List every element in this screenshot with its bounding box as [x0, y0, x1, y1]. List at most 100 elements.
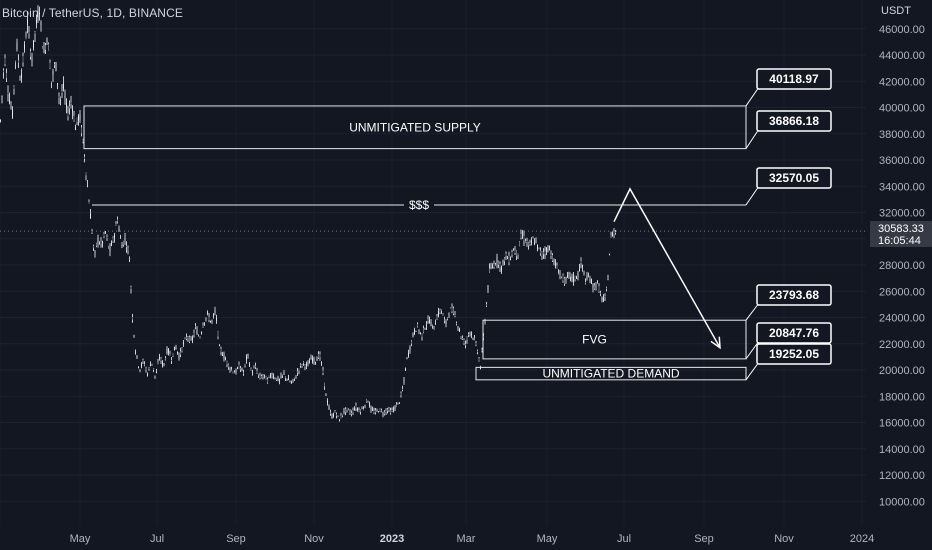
time-axis[interactable]: MarMayJulSepNov2023MarMayJulSepNov2024 — [0, 533, 874, 545]
y-tick-label: 44000.00 — [879, 50, 925, 62]
candle-body — [45, 45, 46, 50]
candle-body — [381, 410, 382, 412]
callout-box — [756, 343, 832, 365]
candle-body — [384, 411, 385, 415]
candle-body — [478, 358, 480, 361]
candle-body — [441, 309, 442, 311]
candle-body — [487, 285, 489, 291]
candle-body — [225, 359, 226, 361]
candle-body — [232, 371, 234, 373]
candle-body — [288, 378, 289, 381]
candle-body — [408, 353, 409, 356]
candle-body — [58, 96, 60, 98]
callout-pointer — [745, 361, 760, 381]
candle-body — [379, 408, 381, 412]
candle-body — [367, 401, 369, 403]
price-axis[interactable]: USDT 10000.00 12000.00 14000.00 16000.00 180… — [879, 5, 925, 508]
candle-body — [181, 347, 183, 352]
candle-body — [588, 276, 589, 278]
candle-body — [451, 307, 453, 312]
candle-body — [138, 366, 139, 368]
candle-body — [295, 377, 297, 379]
candle-body — [274, 378, 276, 380]
candle-body — [324, 382, 325, 387]
candle-body — [258, 374, 259, 376]
candle-body — [525, 240, 526, 243]
candle-body — [106, 237, 108, 239]
candle-body — [216, 318, 217, 321]
candle-body — [342, 414, 343, 416]
candle-body — [310, 357, 312, 360]
candle-body — [285, 376, 286, 378]
candle-body — [454, 314, 456, 316]
candle-body — [135, 351, 136, 353]
candle-body — [418, 330, 420, 332]
candle-body — [90, 214, 91, 219]
candle-body — [457, 326, 459, 328]
candle-body — [508, 255, 510, 263]
candle-body — [586, 276, 588, 279]
candle-body — [334, 411, 336, 413]
candle-body — [66, 102, 67, 108]
candle-body — [241, 368, 243, 371]
candle-body — [486, 304, 487, 306]
callout-box — [756, 284, 832, 306]
candle-body — [126, 246, 127, 248]
candle-body — [475, 342, 477, 345]
candle-body — [405, 368, 406, 371]
candle-body — [112, 237, 114, 242]
candle-body — [547, 248, 549, 253]
callout-box — [756, 167, 832, 189]
candle-body — [357, 408, 358, 410]
candle-body — [391, 410, 393, 412]
candle-body — [369, 403, 370, 407]
candle-body — [598, 286, 600, 292]
liquidity-label: $$$ — [409, 198, 429, 212]
candle-body — [177, 351, 178, 353]
x-tick-label: Nov — [304, 533, 324, 545]
candle-body — [430, 322, 432, 326]
candle-body — [372, 409, 373, 411]
candle-body — [291, 382, 292, 384]
projection-arrowhead — [710, 336, 721, 350]
candle-body — [562, 275, 564, 281]
candle-body — [82, 139, 84, 143]
candle-body — [556, 265, 558, 269]
candle-body — [613, 231, 615, 235]
candle-body — [573, 276, 574, 282]
candle-body — [504, 257, 505, 262]
candle-body — [513, 249, 514, 251]
candle-body — [219, 345, 220, 347]
candle-body — [297, 371, 298, 373]
candle-body — [550, 254, 552, 256]
candle-body — [76, 118, 78, 123]
candle-body — [289, 381, 291, 383]
candle-body — [397, 402, 399, 404]
y-tick-label: 28000.00 — [879, 260, 925, 272]
candle-body — [414, 329, 415, 334]
candle-body — [576, 276, 577, 279]
candle-body — [499, 264, 501, 268]
x-tick-label: Sep — [694, 533, 714, 545]
candle-body — [1, 95, 3, 97]
last-price-box — [870, 221, 932, 247]
candle-body — [505, 253, 507, 256]
candle-body — [28, 32, 30, 34]
candle-body — [328, 406, 330, 410]
callout-value: 19252.05 — [769, 347, 819, 361]
candle-body — [450, 307, 451, 309]
candle-body — [276, 377, 277, 381]
candle-body — [57, 83, 58, 85]
candle-body — [549, 246, 550, 248]
candle-body — [273, 375, 274, 378]
candle-body — [196, 330, 198, 335]
candle-body — [565, 278, 567, 280]
candle-body — [490, 267, 492, 269]
candle-body — [235, 369, 237, 374]
candle-body — [595, 286, 597, 288]
candle-body — [538, 247, 540, 249]
candle-body — [309, 362, 310, 364]
candle-body — [303, 361, 304, 363]
candle-body — [205, 317, 207, 319]
